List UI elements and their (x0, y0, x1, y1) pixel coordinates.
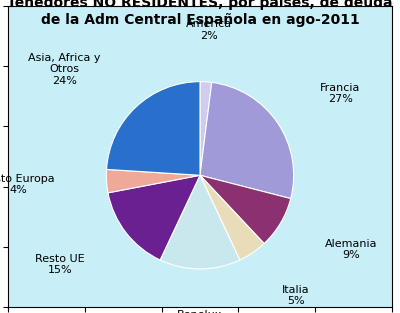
Text: Resto UE
15%: Resto UE 15% (36, 254, 85, 275)
Text: Francia
27%: Francia 27% (320, 83, 361, 104)
Wedge shape (160, 175, 240, 269)
Text: Benelux
14%: Benelux 14% (177, 310, 223, 313)
Wedge shape (200, 82, 294, 198)
Text: Italia
5%: Italia 5% (282, 285, 309, 306)
Wedge shape (106, 169, 200, 193)
Wedge shape (200, 175, 291, 244)
Text: Resto Europa
4%: Resto Europa 4% (0, 174, 55, 195)
Wedge shape (200, 175, 264, 260)
Wedge shape (200, 82, 212, 175)
Wedge shape (106, 82, 200, 175)
Text: Asia, Africa y
Otros
24%: Asia, Africa y Otros 24% (28, 53, 100, 86)
Title: Tenedores NO RESIDENTES, por paises, de deuda
de la Adm Central Española en ago-: Tenedores NO RESIDENTES, por paises, de … (7, 0, 393, 27)
Text: America
2%: America 2% (186, 19, 232, 41)
Text: Alemania
9%: Alemania 9% (325, 239, 378, 260)
Wedge shape (108, 175, 200, 260)
